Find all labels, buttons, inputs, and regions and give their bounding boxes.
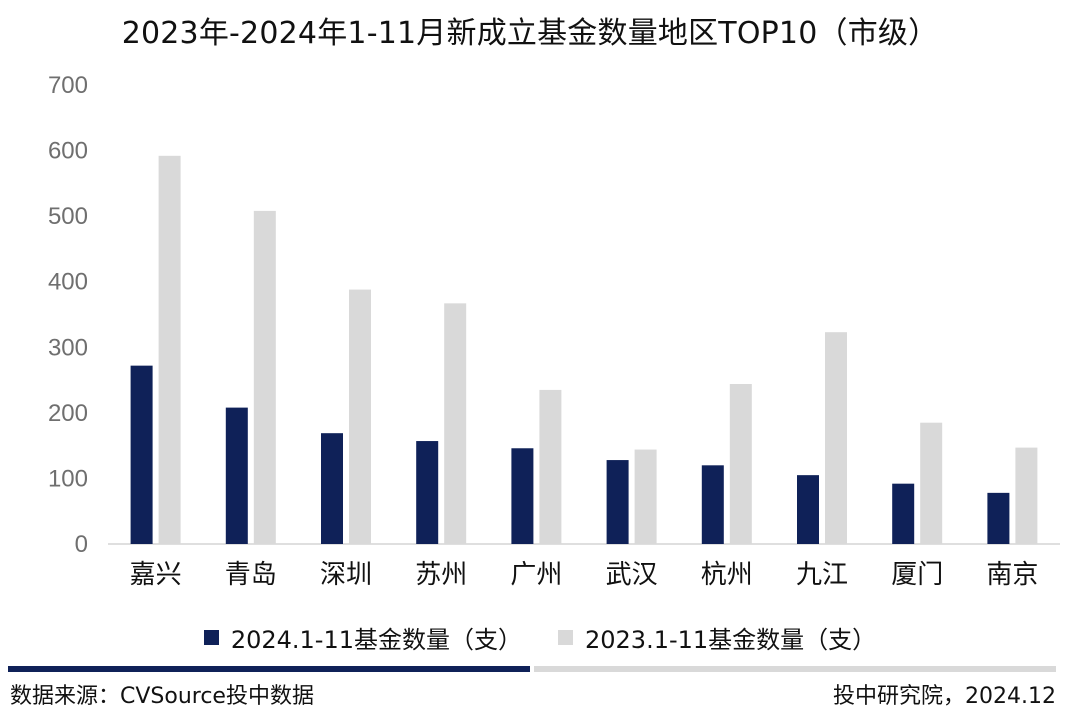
- bar-2023-3: [349, 289, 371, 544]
- y-tick-label: 400: [48, 269, 88, 296]
- bar-2024-3: [321, 433, 343, 544]
- x-tick-label: 南京: [986, 560, 1038, 590]
- legend-swatch-2023: [558, 630, 573, 645]
- legend-item-2024: 2024.1-11基金数量（支）: [203, 620, 522, 655]
- x-tick-label: 武汉: [606, 560, 658, 590]
- footer-divider-light: [534, 666, 1056, 672]
- y-tick-label: 0: [75, 531, 88, 558]
- bars-group: [130, 155, 1038, 544]
- y-tick-label: 300: [48, 334, 88, 361]
- y-axis-ticks: 0 100 200 300 400 500 600 700: [48, 72, 88, 558]
- source-note: 数据来源：CVSource投中数据: [10, 684, 314, 709]
- x-tick-label: 九江: [796, 560, 848, 590]
- x-tick-label: 嘉兴: [130, 560, 182, 590]
- footer-divider-dark: [8, 666, 530, 672]
- bar-2023-1: [158, 155, 181, 544]
- bar-2024-1: [130, 365, 153, 544]
- bar-2023-8: [825, 332, 847, 544]
- bar-2024-10: [987, 492, 1010, 544]
- legend-item-2023: 2023.1-11基金数量（支）: [558, 620, 876, 655]
- bar-2023-6: [634, 449, 657, 544]
- legend: 2024.1-11基金数量（支） 2023.1-11基金数量（支）: [0, 620, 1080, 655]
- x-tick-label: 深圳: [320, 560, 372, 590]
- x-tick-label: 苏州: [415, 560, 467, 590]
- legend-label-2023: 2023.1-11基金数量（支）: [585, 626, 877, 654]
- legend-swatch-2024: [203, 630, 219, 645]
- y-tick-label: 200: [48, 400, 88, 427]
- x-tick-label: 杭州: [701, 560, 753, 590]
- bar-2023-7: [729, 384, 752, 544]
- credit-note: 投中研究院，2024.12: [833, 684, 1056, 709]
- bar-2023-10: [1015, 447, 1038, 544]
- y-tick-label: 700: [48, 72, 88, 99]
- x-axis-labels: 嘉兴 青岛 深圳 苏州 广州 武汉 杭州 九江 厦门 南京: [130, 560, 1039, 590]
- bar-2024-4: [416, 441, 439, 544]
- y-tick-label: 500: [48, 203, 88, 230]
- bar-2024-2: [225, 407, 248, 544]
- x-tick-label: 青岛: [225, 560, 277, 590]
- x-tick-label: 广州: [510, 560, 562, 590]
- bar-chart: 0 100 200 300 400 500 600 700 嘉兴 青岛 深圳 苏州 广州 武汉 杭州 九江 厦…: [48, 72, 1060, 590]
- bar-2024-8: [797, 475, 819, 544]
- x-tick-label: 厦门: [891, 560, 943, 590]
- bar-2023-2: [253, 210, 276, 544]
- bar-2024-5: [511, 448, 534, 544]
- bar-2024-6: [606, 460, 629, 544]
- bar-2024-7: [701, 465, 724, 544]
- y-tick-label: 100: [48, 465, 88, 492]
- chart-title: 2023年-2024年1-11月新成立基金数量地区TOP10（市级）: [121, 16, 939, 51]
- bar-2023-4: [444, 303, 467, 544]
- y-tick-label: 600: [48, 138, 88, 165]
- bar-2024-9: [892, 483, 915, 544]
- legend-label-2024: 2024.1-11基金数量（支）: [230, 626, 522, 654]
- bar-2023-5: [539, 389, 562, 544]
- bar-2023-9: [920, 422, 943, 544]
- footer-divider: [8, 666, 1056, 672]
